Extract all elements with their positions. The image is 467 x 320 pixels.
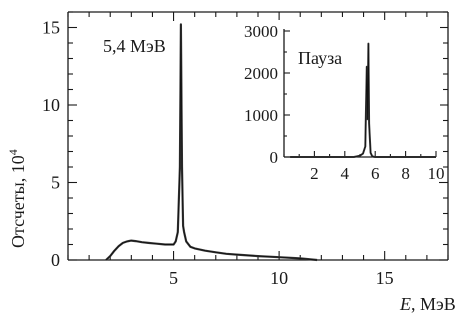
main-series — [105, 23, 318, 262]
inset-x-tick-label: 6 — [371, 164, 380, 183]
x-axis-label: E, МэВ — [399, 294, 456, 314]
inset-y-tick-label: 2000 — [244, 64, 278, 83]
inset-y-tick-label: 0 — [270, 148, 279, 167]
inset-x-tick-label: 10 — [428, 164, 445, 183]
inset-plot: 2 4 6 8 10 0 1000 2000 3000 Пауза — [230, 20, 445, 183]
inset-background — [230, 20, 440, 178]
main-y-tick-label: 0 — [51, 250, 60, 270]
inset-y-tick-label: 3000 — [244, 22, 278, 41]
main-x-tick-label: 10 — [270, 268, 288, 288]
main-y-tick-label: 5 — [51, 173, 60, 193]
inset-series — [290, 42, 436, 158]
inset-series-line-core — [290, 43, 436, 158]
y-axis-label-exponent: 4 — [6, 149, 20, 155]
inset-x-tick-label: 2 — [310, 164, 319, 183]
main-ticks — [67, 11, 449, 261]
x-axis-label-unit: , МэВ — [411, 294, 456, 314]
peak-annotation: 5,4 МэВ — [103, 36, 166, 56]
main-x-tick-label: 15 — [376, 268, 394, 288]
main-y-tick-label: 15 — [42, 18, 60, 38]
main-x-tick-label: 5 — [169, 268, 178, 288]
y-axis-label-base: Отсчеты, 10 — [8, 155, 28, 248]
y-axis-label: Отсчеты, 104 — [6, 149, 28, 248]
inset-tick-labels: 2 4 6 8 10 0 1000 2000 3000 — [244, 22, 445, 183]
main-y-tick-label: 10 — [42, 95, 60, 115]
main-tick-labels: 5 10 15 0 5 10 15 — [42, 18, 394, 289]
inset-title: Пауза — [298, 48, 342, 68]
inset-x-tick-label: 4 — [341, 164, 350, 183]
inset-y-tick-label: 1000 — [244, 106, 278, 125]
inset-x-tick-label: 8 — [401, 164, 410, 183]
main-series-line-core — [105, 23, 318, 261]
x-axis-label-var: E — [399, 294, 411, 314]
